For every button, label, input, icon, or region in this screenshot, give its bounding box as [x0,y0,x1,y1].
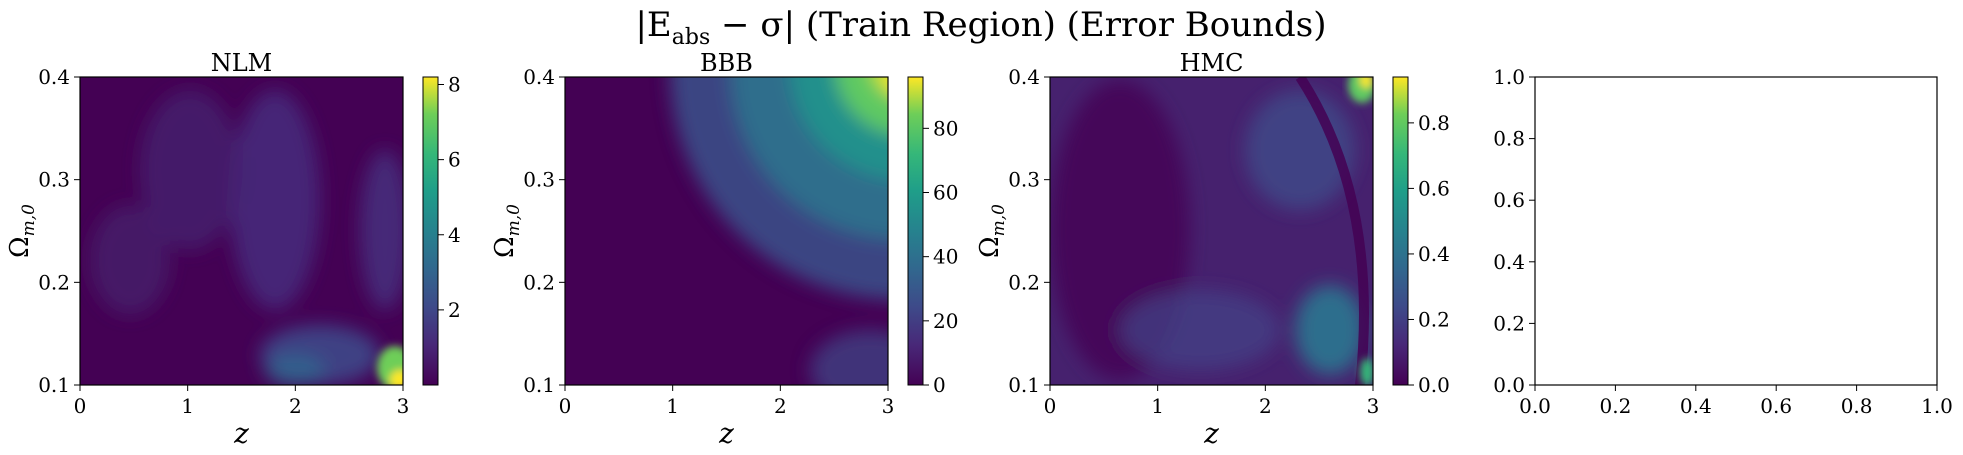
axes-frame-nlm [79,76,404,386]
colorbar-tick-label-hmc: 0.6 [1418,176,1450,200]
axes-frame-hmc [1049,76,1374,386]
y-axis-label-nlm: Ωm,0 [5,204,39,258]
y-tick-label-hmc: 0.2 [1008,270,1040,294]
y-tick-label-nlm: 0.4 [38,65,70,89]
axes-frame-empty [1534,76,1938,386]
colorbar-tick-label-bbb: 0 [933,373,946,397]
subplot-title-nlm: NLM [211,49,273,77]
x-tick-label-bbb: 2 [774,394,787,418]
y-tick-label-nlm: 0.1 [38,373,70,397]
x-tick-label-nlm: 1 [181,394,194,418]
y-tick-label-empty: 0.4 [1493,250,1525,274]
colorbar-tick-label-nlm: 2 [448,298,461,322]
colorbar-nlm [422,76,439,386]
y-tick-label-hmc: 0.1 [1008,373,1040,397]
heatmap-hmc-image [1050,77,1373,385]
colorbar-tick-label-hmc: 0.8 [1418,111,1450,135]
colorbar-tick-label-hmc: 0.4 [1418,242,1450,266]
x-tick-label-empty: 1.0 [1921,394,1953,418]
y-tick-label-hmc: 0.3 [1008,168,1040,192]
x-axis-label-bbb: z [718,417,734,450]
x-tick-label-empty: 0.2 [1599,394,1631,418]
x-tick-label-empty: 0.4 [1680,394,1712,418]
y-tick-label-hmc: 0.4 [1008,65,1040,89]
colorbar-tick-label-nlm: 4 [448,223,461,247]
x-tick-label-nlm: 3 [397,394,410,418]
colorbar-tick-label-bbb: 20 [933,309,958,333]
y-tick-label-bbb: 0.2 [523,270,555,294]
y-tick-label-empty: 0.8 [1493,127,1525,151]
y-tick-label-bbb: 0.3 [523,168,555,192]
y-tick-label-bbb: 0.1 [523,373,555,397]
x-tick-label-hmc: 0 [1044,394,1057,418]
subplot-title-hmc: HMC [1180,49,1244,77]
heatmap-nlm-image [80,77,403,385]
colorbar-tick-label-hmc: 0.2 [1418,307,1450,331]
y-tick-label-nlm: 0.2 [38,270,70,294]
x-tick-label-bbb: 0 [559,394,572,418]
colorbar-tick-label-bbb: 80 [933,116,958,140]
colorbar-tick-label-bbb: 40 [933,245,958,269]
y-tick-label-empty: 0.0 [1493,373,1525,397]
colorbar-tick-label-hmc: 0.0 [1418,373,1450,397]
colorbar-tick-label-nlm: 8 [448,73,461,97]
x-tick-label-empty: 0.8 [1841,394,1873,418]
x-axis-label-hmc: z [1203,417,1219,450]
axes-frame-bbb [564,76,889,386]
colorbar-tick-label-bbb: 60 [933,181,958,205]
colorbar-hmc [1392,76,1409,386]
figure-title: |Eabs − σ| (Train Region) (Error Bounds) [635,5,1326,50]
y-tick-label-empty: 1.0 [1493,65,1525,89]
colorbar-bbb [907,76,924,386]
x-tick-label-bbb: 3 [882,394,895,418]
heatmap-bbb-image [565,77,888,385]
subplot-title-bbb: BBB [700,49,753,77]
y-tick-label-empty: 0.2 [1493,311,1525,335]
y-tick-label-empty: 0.6 [1493,188,1525,212]
x-tick-label-nlm: 0 [74,394,87,418]
y-axis-label-hmc: Ωm,0 [975,204,1009,258]
x-tick-label-hmc: 3 [1367,394,1380,418]
y-tick-label-bbb: 0.4 [523,65,555,89]
x-tick-label-bbb: 1 [666,394,679,418]
x-axis-label-nlm: z [233,417,249,450]
y-axis-label-bbb: Ωm,0 [490,204,524,258]
y-tick-label-nlm: 0.3 [38,168,70,192]
x-tick-label-empty: 0.0 [1519,394,1551,418]
x-tick-label-empty: 0.6 [1760,394,1792,418]
x-tick-label-hmc: 2 [1259,394,1272,418]
colorbar-tick-label-nlm: 6 [448,148,461,172]
x-tick-label-hmc: 1 [1151,394,1164,418]
x-tick-label-nlm: 2 [289,394,302,418]
